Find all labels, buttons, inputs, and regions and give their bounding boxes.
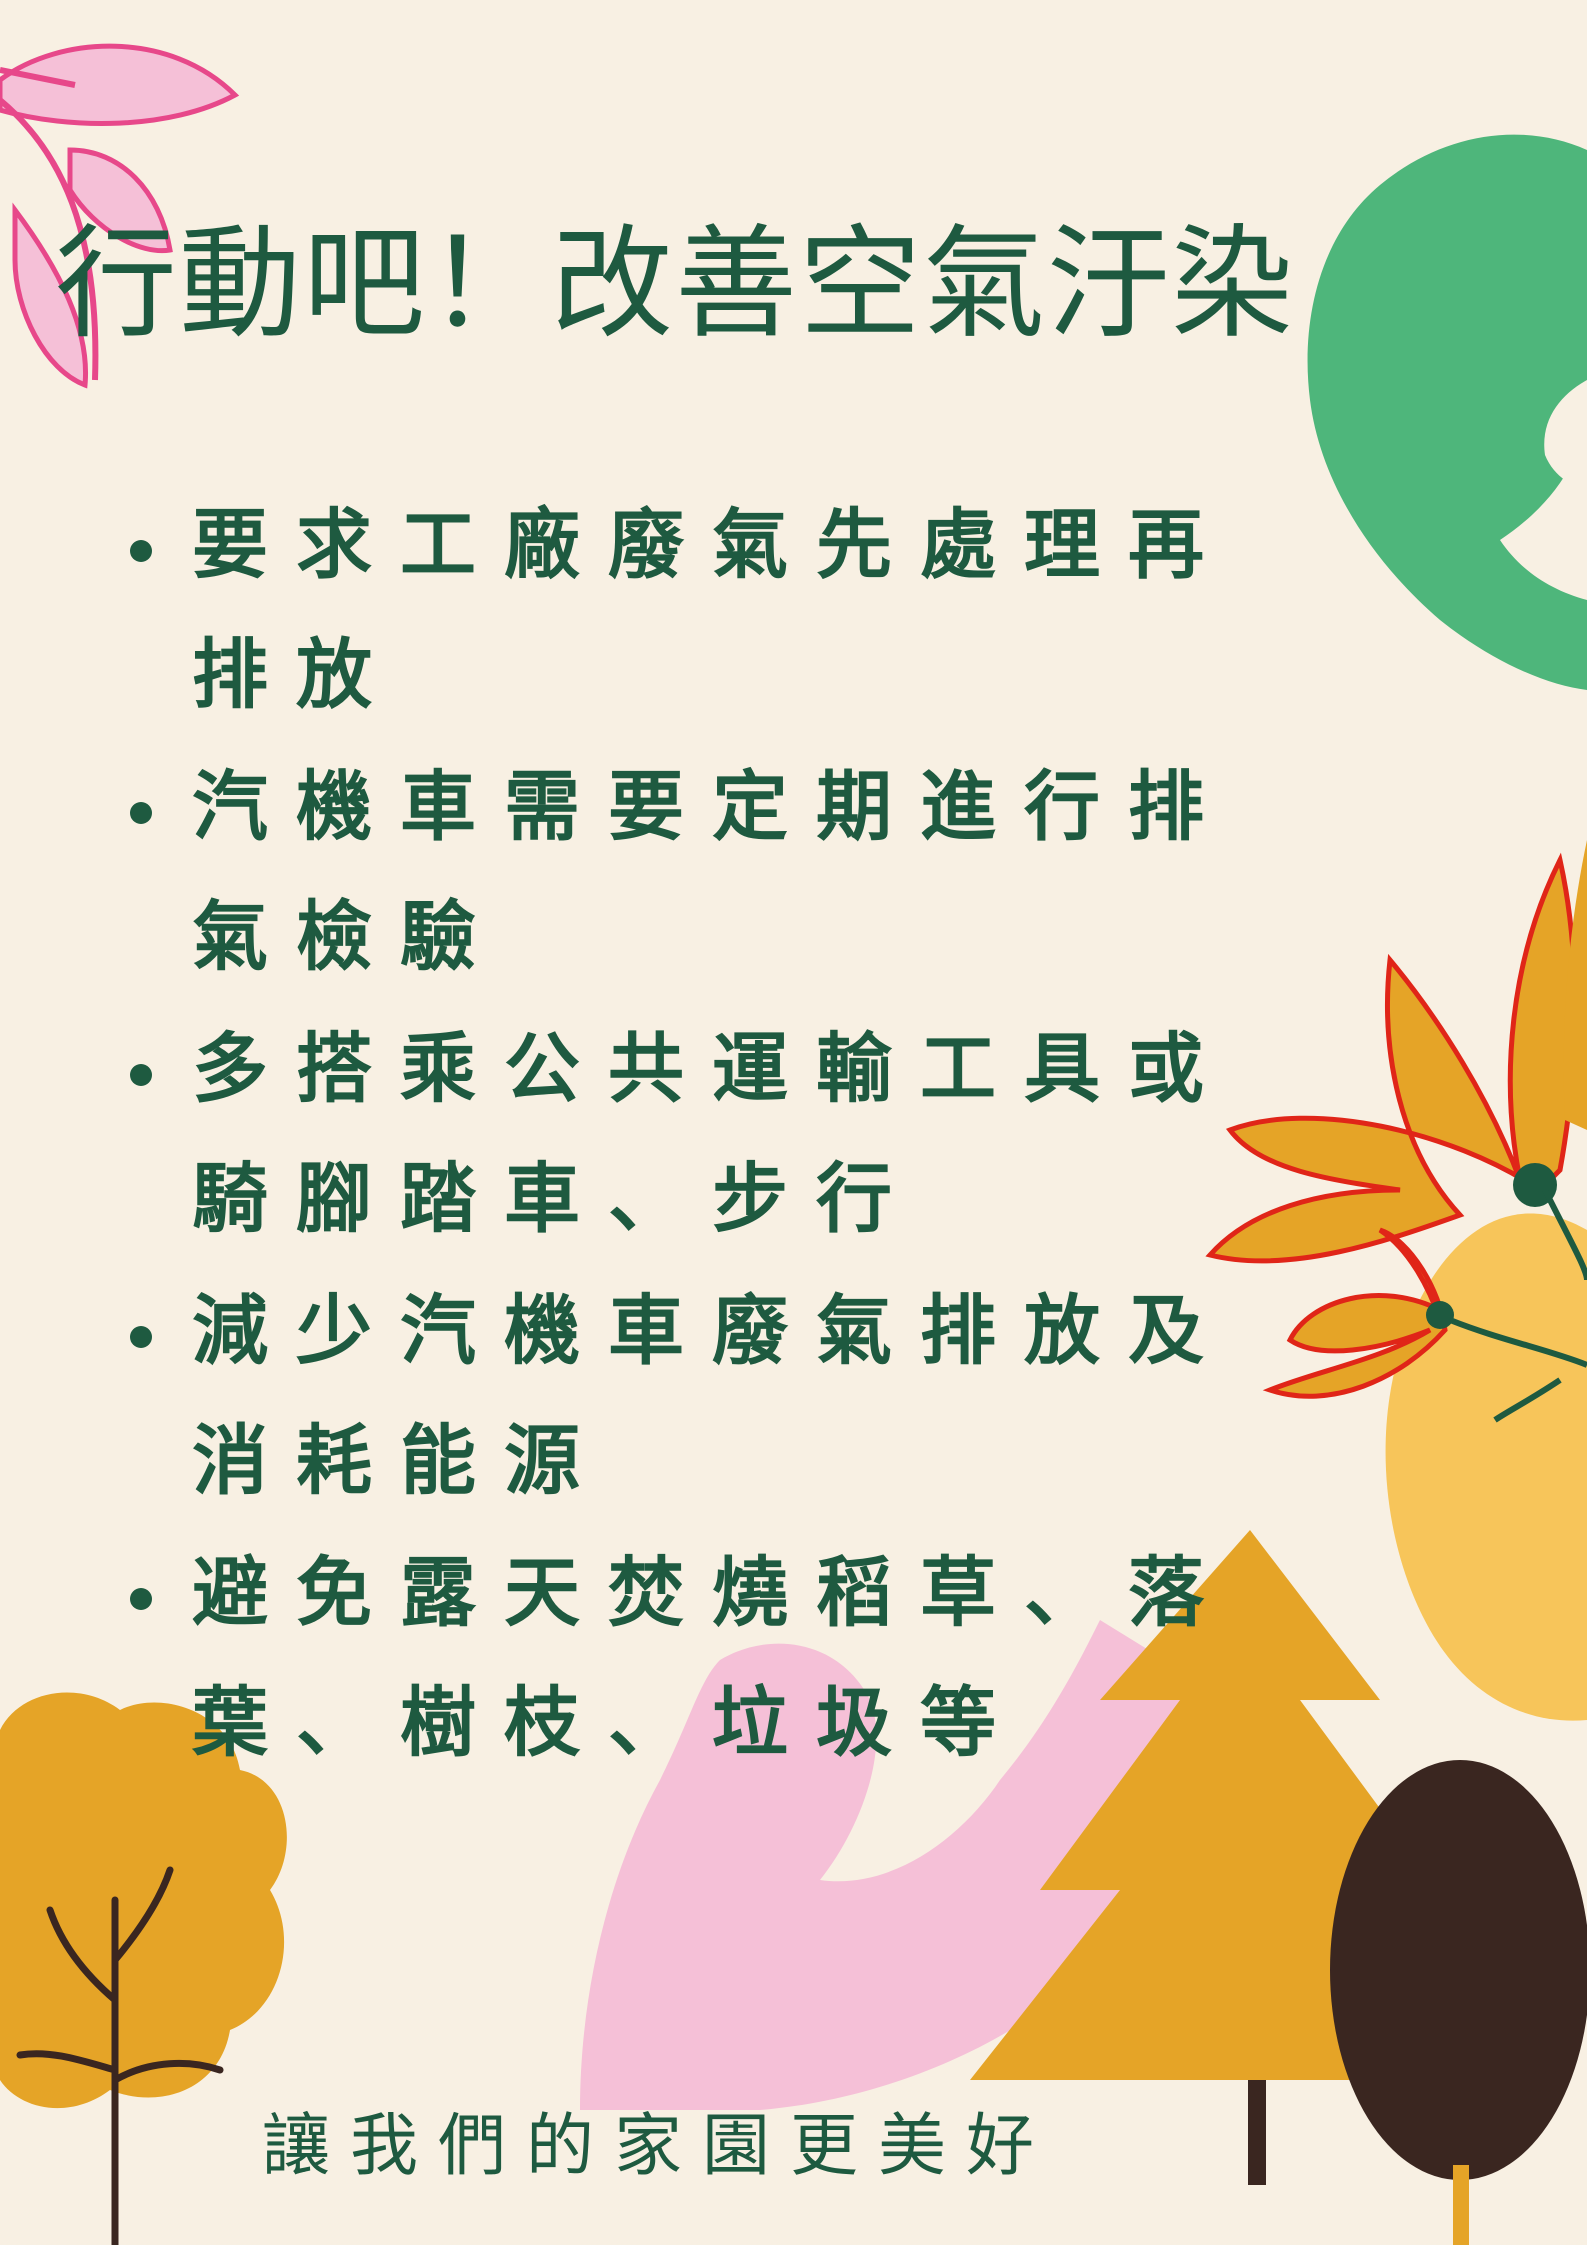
dark-tree [1330,1760,1587,2245]
list-item: 汽機車需要定期進行排氣檢驗 [130,742,1230,1002]
green-wreath-shape [1307,134,1587,690]
flower-small [1262,1227,1587,1423]
list-item-text: 多搭乘公共運輸工具或騎腳踏車、步行 [192,1024,1232,1243]
action-list: 要求工廠廢氣先處理再排放 汽機車需要定期進行排氣檢驗 多搭乘公共運輸工具或騎腳踏… [130,480,1230,1790]
list-item-text: 減少汽機車廢氣排放及消耗能源 [192,1286,1232,1505]
list-item-text: 要求工廠廢氣先處理再排放 [192,500,1232,719]
list-item: 避免露天焚燒稻草、落葉、樹枝、垃圾等 [130,1528,1230,1788]
bullet-dot [130,1588,152,1610]
yellow-blob [1385,1213,1587,1721]
list-item: 要求工廠廢氣先處理再排放 [130,480,1230,740]
bullet-dot [130,802,152,824]
list-item-text: 汽機車需要定期進行排氣檢驗 [192,762,1232,981]
round-tree [0,1692,287,2245]
bullet-dot [130,1064,152,1086]
pink-leaves [0,43,240,389]
bullet-dot [130,540,152,562]
list-item-text: 避免露天焚燒稻草、落葉、樹枝、垃圾等 [192,1548,1232,1767]
bullet-dot [130,1326,152,1348]
flower-large [1205,840,1587,1281]
list-item: 多搭乘公共運輸工具或騎腳踏車、步行 [130,1004,1230,1264]
page-title: 行動吧！改善空氣汙染 [55,213,1295,355]
list-item: 減少汽機車廢氣排放及消耗能源 [130,1266,1230,1526]
footer-slogan: 讓我們的家園更美好 [262,2107,1055,2186]
